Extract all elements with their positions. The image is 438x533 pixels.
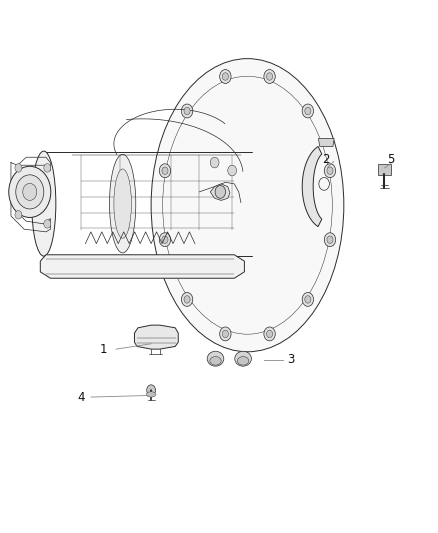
Text: 2: 2 bbox=[322, 154, 330, 166]
Text: 5: 5 bbox=[387, 154, 394, 166]
Circle shape bbox=[210, 157, 219, 168]
Circle shape bbox=[223, 330, 229, 337]
Circle shape bbox=[181, 104, 193, 118]
Circle shape bbox=[162, 167, 168, 174]
Polygon shape bbox=[40, 255, 244, 278]
Circle shape bbox=[319, 177, 329, 190]
Polygon shape bbox=[210, 184, 230, 200]
Ellipse shape bbox=[146, 392, 156, 397]
Circle shape bbox=[305, 296, 311, 303]
Ellipse shape bbox=[207, 351, 224, 366]
Circle shape bbox=[184, 296, 190, 303]
Circle shape bbox=[162, 236, 168, 244]
Circle shape bbox=[15, 211, 22, 219]
Circle shape bbox=[220, 70, 231, 84]
Circle shape bbox=[220, 327, 231, 341]
Circle shape bbox=[302, 104, 314, 118]
Circle shape bbox=[184, 107, 190, 115]
Circle shape bbox=[181, 293, 193, 306]
Circle shape bbox=[264, 70, 275, 84]
Circle shape bbox=[324, 164, 336, 177]
Circle shape bbox=[147, 385, 155, 395]
Text: 3: 3 bbox=[288, 353, 295, 366]
Text: 1: 1 bbox=[99, 343, 107, 356]
Circle shape bbox=[305, 107, 311, 115]
Circle shape bbox=[266, 330, 272, 337]
Circle shape bbox=[15, 164, 22, 172]
FancyBboxPatch shape bbox=[378, 164, 391, 175]
Ellipse shape bbox=[210, 357, 221, 365]
Circle shape bbox=[44, 220, 51, 228]
Circle shape bbox=[9, 166, 51, 217]
Circle shape bbox=[266, 73, 272, 80]
Polygon shape bbox=[318, 139, 334, 147]
Circle shape bbox=[302, 293, 314, 306]
Circle shape bbox=[159, 233, 171, 247]
Ellipse shape bbox=[114, 169, 131, 238]
Ellipse shape bbox=[235, 351, 251, 366]
Polygon shape bbox=[302, 147, 322, 227]
Ellipse shape bbox=[32, 151, 56, 256]
Text: 4: 4 bbox=[77, 391, 85, 403]
Circle shape bbox=[264, 327, 275, 341]
Circle shape bbox=[159, 164, 171, 177]
Circle shape bbox=[324, 233, 336, 247]
Circle shape bbox=[215, 185, 226, 198]
Ellipse shape bbox=[110, 155, 136, 253]
Ellipse shape bbox=[151, 59, 344, 352]
Circle shape bbox=[327, 236, 333, 244]
Circle shape bbox=[327, 167, 333, 174]
Circle shape bbox=[228, 165, 237, 176]
Circle shape bbox=[16, 175, 44, 209]
Circle shape bbox=[223, 73, 229, 80]
Circle shape bbox=[23, 183, 37, 200]
Polygon shape bbox=[134, 325, 178, 349]
Circle shape bbox=[44, 164, 51, 172]
Ellipse shape bbox=[237, 357, 249, 365]
